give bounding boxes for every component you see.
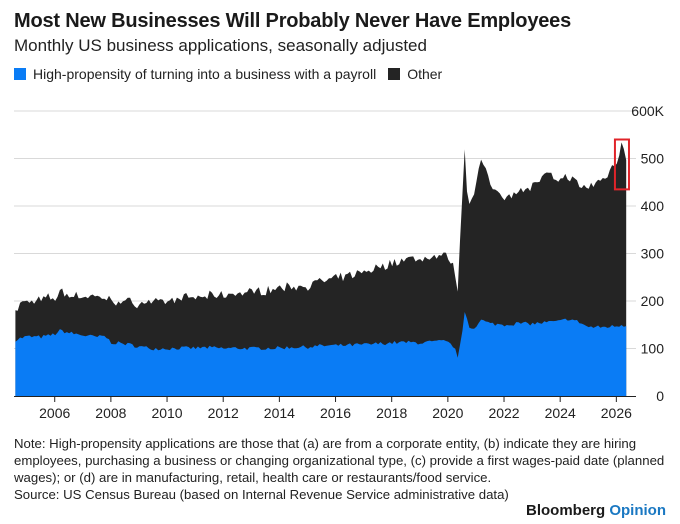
footnote: Note: High-propensity applications are t… <box>14 436 665 485</box>
brand-logo: Bloomberg Opinion <box>526 502 666 519</box>
highlight-box <box>613 138 630 191</box>
x-tick-label: 2020 <box>432 405 463 418</box>
x-tick-label: 2022 <box>488 405 519 418</box>
x-tick-label: 2008 <box>95 405 126 418</box>
x-axis-ticks: 2006 2008 2010 2012 2014 2016 2018 2020 2022 2024… <box>39 396 632 418</box>
x-tick-label: 2012 <box>208 405 239 418</box>
highlight-overlay <box>613 138 630 191</box>
legend-item-high-propensity: High-propensity of turning into a busine… <box>14 66 376 82</box>
brand-accent: Opinion <box>609 502 666 519</box>
y-tick-label: 400 <box>641 198 665 214</box>
legend-item-other: Other <box>388 66 442 82</box>
y-tick-label: 300 <box>641 246 665 262</box>
y-tick-label: 600K <box>631 103 664 119</box>
source-note: Source: US Census Bureau (based on Inter… <box>14 487 509 502</box>
x-tick-label: 2018 <box>376 405 407 418</box>
y-tick-label: 500 <box>641 151 665 167</box>
y-tick-label: 200 <box>641 293 665 309</box>
chart-subtitle: Monthly US business applications, season… <box>14 36 427 55</box>
chart-area: 0 100 200 300 400 500 600K 2006 2008 2010 2012 201… <box>14 103 665 418</box>
legend-label-high-propensity: High-propensity of turning into a busine… <box>33 66 377 82</box>
x-tick-label: 2014 <box>264 405 295 418</box>
y-axis-ticks: 0 100 200 300 400 500 600K <box>631 103 664 404</box>
legend-swatch-high-propensity <box>14 68 26 80</box>
x-tick-label: 2010 <box>151 405 182 418</box>
chart-title: Most New Businesses Will Probably Never … <box>14 10 572 32</box>
x-tick-label: 2024 <box>545 405 576 418</box>
legend: High-propensity of turning into a busine… <box>14 66 454 82</box>
x-tick-label: 2026 <box>601 405 632 418</box>
legend-swatch-other <box>388 68 401 80</box>
y-tick-label: 100 <box>641 341 665 357</box>
x-tick-label: 2016 <box>320 405 351 418</box>
y-tick-label: 0 <box>656 388 664 404</box>
legend-label-other: Other <box>407 66 443 82</box>
x-tick-label: 2006 <box>39 405 70 418</box>
brand-main: Bloomberg <box>526 502 606 519</box>
area-high-propensity <box>15 312 627 396</box>
stacked-areas <box>14 142 636 397</box>
